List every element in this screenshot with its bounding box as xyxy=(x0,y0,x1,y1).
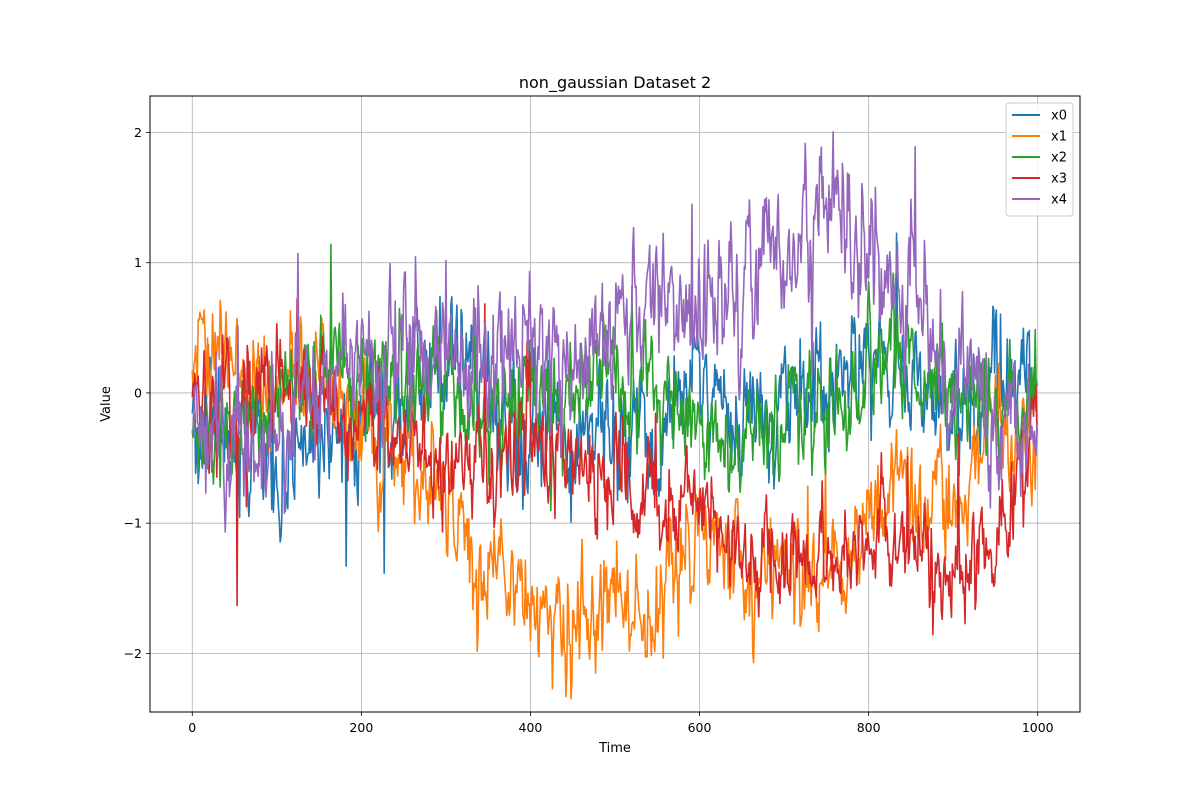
chart-title: non_gaussian Dataset 2 xyxy=(519,73,711,93)
y-tick-label: −1 xyxy=(124,516,142,531)
legend-label: x4 xyxy=(1051,193,1067,208)
y-axis-ticks: −2 −1 0 1 2 xyxy=(124,125,150,661)
y-tick-label: 2 xyxy=(134,125,142,140)
y-axis-label: Value xyxy=(99,386,114,422)
x-tick-label: 1000 xyxy=(1022,720,1054,735)
y-tick-label: −2 xyxy=(124,646,142,661)
legend-box xyxy=(1005,102,1074,217)
x-tick-label: 400 xyxy=(519,720,543,735)
y-tick-label: 1 xyxy=(134,255,142,270)
x-tick-label: 200 xyxy=(349,720,373,735)
series-line-x2 xyxy=(191,243,1038,512)
x-axis-label: Time xyxy=(598,741,631,756)
legend-label: x2 xyxy=(1051,151,1067,166)
legend: x0 x1 x2 x3 x4 xyxy=(1005,102,1074,217)
legend-label: x0 xyxy=(1051,109,1067,124)
legend-label: x1 xyxy=(1051,130,1067,145)
x-tick-label: 0 xyxy=(188,720,196,735)
series-group xyxy=(191,130,1038,700)
x-tick-label: 600 xyxy=(688,720,712,735)
series-line-x1 xyxy=(191,299,1038,700)
series-line-x4 xyxy=(191,130,1038,533)
x-axis-ticks: 0 200 400 600 800 1000 xyxy=(188,712,1054,735)
axes-frame xyxy=(149,95,1081,713)
plot-area xyxy=(191,130,1038,700)
legend-label: x3 xyxy=(1051,172,1067,187)
series-line-x3 xyxy=(191,297,1038,636)
y-tick-label: 0 xyxy=(134,385,142,400)
x-tick-label: 800 xyxy=(857,720,881,735)
